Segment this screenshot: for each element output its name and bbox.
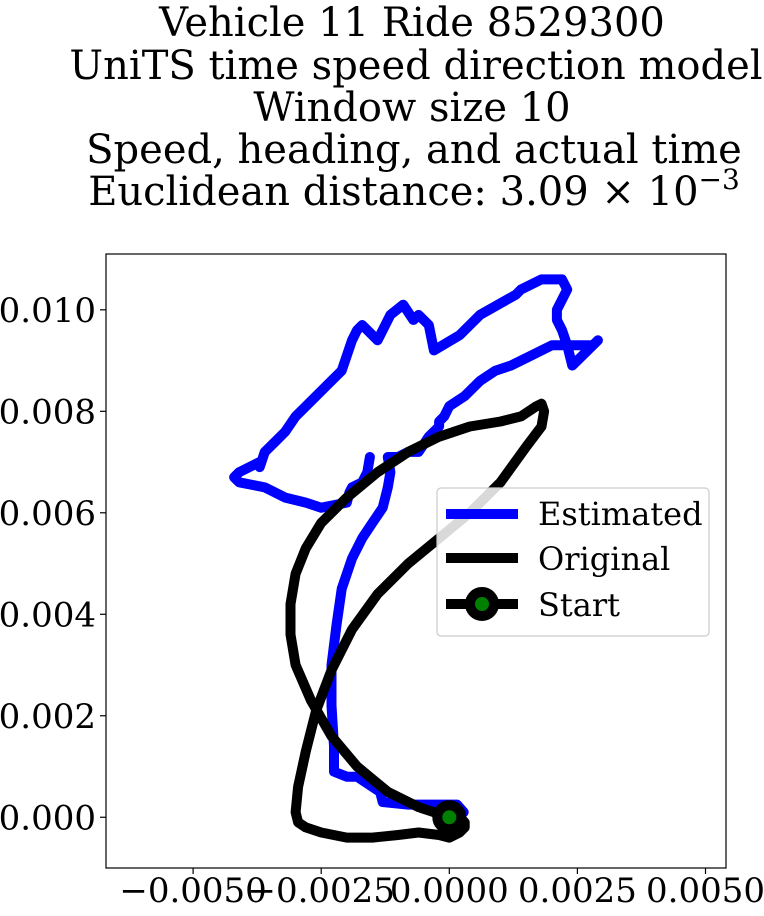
x-tick-label: −0.0025 [247,871,394,911]
x-tick-label: 0.0025 [518,871,637,911]
series-line-original [285,398,550,843]
y-tick-label: 0.010 [0,291,96,331]
series-line-estimated [229,274,603,818]
legend-label-estimated: Estimated [538,495,703,533]
x-tick-label: 0.0000 [390,871,509,911]
series-layer [229,274,603,843]
y-tick-label: 0.008 [0,392,96,432]
x-tick-label: 0.0050 [646,871,764,911]
title-distance-exponent: −3 [699,163,740,196]
title-distance-text: Euclidean distance: 3.09 × 10 [88,169,698,215]
legend-swatch-start-marker [465,587,499,621]
y-tick-label: 0.002 [0,697,96,737]
y-tick-label: 0.000 [0,798,96,838]
y-tick-label: 0.004 [0,595,96,635]
legend: Estimated Original Start [436,487,710,637]
title-line-3: Window size 10 [253,85,570,131]
title-line-5: Euclidean distance: 3.09 × 10−3 [88,163,740,215]
legend-label-start: Start [538,586,620,624]
title-line-1: Vehicle 11 Ride 8529300 [158,0,665,46]
title-line-4: Speed, heading, and actual time [86,127,742,173]
plot-area-frame [105,253,727,869]
title-line-2: UniTS time speed direction model [69,43,762,89]
start-marker [432,800,467,835]
y-tick-label: 0.006 [0,494,96,534]
legend-label-original: Original [538,540,670,578]
x-tick-label: −0.0050 [119,871,266,911]
chart-title: Vehicle 11 Ride 8529300 UniTS time speed… [69,0,762,215]
